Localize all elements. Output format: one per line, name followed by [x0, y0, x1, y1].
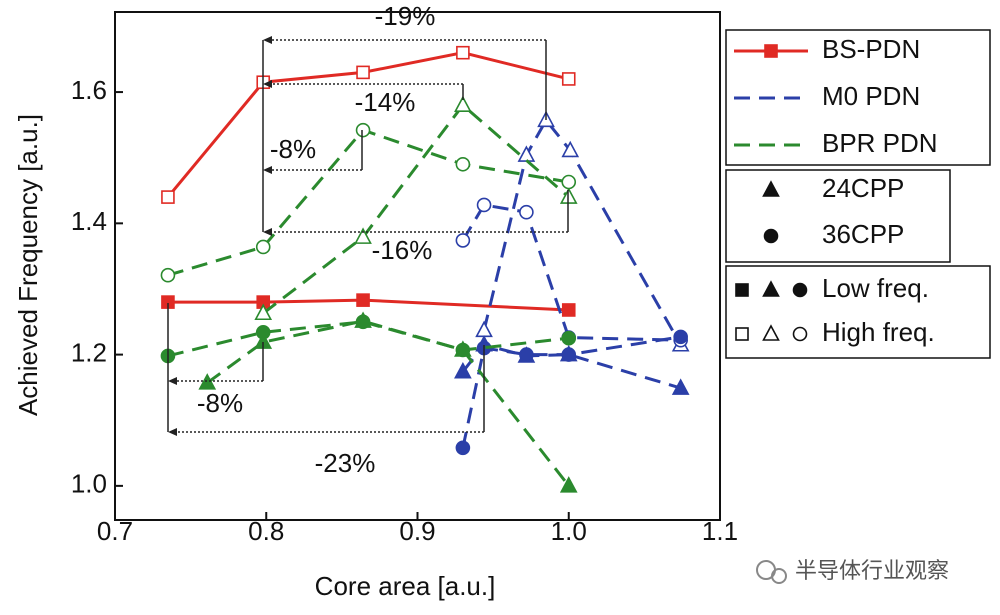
series-line	[262, 103, 570, 315]
legend-marker	[763, 228, 779, 244]
data-point	[561, 330, 577, 346]
annotation: -23%	[315, 448, 376, 478]
data-point	[255, 324, 271, 340]
legend-marker	[764, 44, 778, 58]
legend-box	[725, 169, 951, 263]
legend-marker	[762, 280, 780, 297]
x-tick-label: 0.8	[248, 516, 284, 546]
plot-frame	[114, 11, 721, 521]
data-point	[561, 174, 577, 190]
series-line	[482, 117, 682, 346]
data-point	[356, 293, 370, 307]
series-line	[167, 128, 569, 277]
legend-label: BPR PDN	[822, 128, 938, 158]
x-tick-label: 0.7	[97, 516, 133, 546]
data-point	[255, 239, 271, 255]
annotation: -8%	[197, 388, 243, 418]
x-axis-label: Core area [a.u.]	[315, 571, 496, 601]
y-tick-label: 1.0	[71, 469, 107, 499]
legend-box	[725, 29, 991, 166]
arrow-head	[263, 80, 272, 88]
data-point	[454, 95, 472, 112]
data-point	[455, 233, 471, 248]
y-tick-label: 1.6	[71, 75, 107, 105]
legend-label: Low freq.	[822, 273, 929, 303]
arrow-head	[168, 428, 177, 436]
annotation: -16%	[372, 235, 433, 265]
data-point	[475, 320, 493, 338]
arrow-head	[168, 377, 177, 385]
annotation: -14%	[355, 87, 416, 117]
data-point	[355, 122, 371, 138]
series-line	[461, 203, 681, 342]
data-point	[455, 440, 471, 456]
series-line	[206, 319, 570, 487]
data-point	[456, 45, 470, 60]
legend-marker	[762, 324, 780, 341]
legend-box	[725, 265, 991, 359]
legend-label: 36CPP	[822, 219, 904, 249]
legend-label: BS-PDN	[822, 34, 920, 64]
x-tick-label: 1.1	[702, 516, 738, 546]
legend-marker	[792, 326, 808, 342]
y-axis-label: Achieved Frequency [a.u.]	[13, 114, 43, 416]
data-point	[161, 190, 175, 204]
legend-label: 24CPP	[822, 173, 904, 203]
x-tick-label: 1.0	[551, 516, 587, 546]
data-point	[254, 303, 273, 321]
data-point	[559, 476, 578, 493]
data-point	[561, 303, 576, 317]
data-point	[519, 204, 534, 220]
y-tick-label: 1.4	[71, 206, 107, 236]
data-point	[198, 373, 217, 390]
data-point	[561, 140, 580, 158]
data-point	[356, 65, 370, 80]
legend-label: M0 PDN	[822, 81, 920, 111]
series-line	[167, 298, 569, 312]
data-point	[519, 347, 534, 362]
data-point	[673, 329, 688, 345]
arrow-head	[263, 36, 272, 44]
annotation: -19%	[375, 1, 436, 31]
legend-marker	[762, 180, 780, 197]
data-point	[160, 267, 176, 283]
data-point	[517, 145, 536, 162]
legend-marker	[735, 283, 749, 297]
data-point	[476, 197, 492, 213]
legend-marker	[792, 282, 808, 298]
data-point	[561, 347, 577, 362]
data-point	[454, 361, 472, 379]
data-point	[455, 342, 471, 358]
legend-label: High freq.	[822, 317, 935, 347]
watermark: 半导体行业观察	[795, 558, 949, 583]
data-point	[671, 378, 690, 395]
x-tick-label: 0.9	[399, 516, 435, 546]
data-point	[561, 72, 576, 86]
annotation: -8%	[270, 134, 316, 164]
y-tick-label: 1.2	[71, 337, 107, 367]
legend-marker	[735, 327, 749, 341]
series-line	[167, 320, 569, 358]
data-point	[355, 314, 371, 330]
data-point	[455, 156, 471, 172]
data-point	[354, 227, 372, 244]
watermark-icon	[756, 560, 787, 584]
arrow-head	[263, 228, 272, 236]
arrow-head	[263, 166, 272, 174]
